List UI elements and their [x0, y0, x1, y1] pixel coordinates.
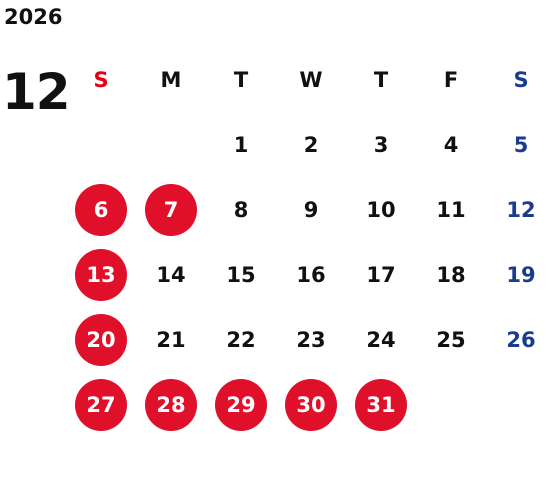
weekday-header: W — [299, 68, 323, 92]
weekday-header: T — [233, 68, 249, 92]
day-number: 23 — [296, 327, 326, 352]
day-cell — [66, 112, 136, 177]
day-cell[interactable]: 12 — [486, 177, 548, 242]
holiday-day-number: 31 — [355, 378, 407, 431]
day-cell[interactable]: 10 — [346, 177, 416, 242]
day-number: 17 — [366, 262, 396, 287]
day-cell[interactable]: 6 — [66, 177, 136, 242]
day-cell[interactable]: 16 — [276, 242, 346, 307]
holiday-day-number: 13 — [75, 248, 127, 301]
day-number: 22 — [226, 327, 256, 352]
day-cell[interactable]: 28 — [136, 372, 206, 437]
day-number: 14 — [156, 262, 186, 287]
holiday-day-number: 27 — [75, 378, 127, 431]
day-cell — [486, 372, 548, 437]
day-cell[interactable]: 1 — [206, 112, 276, 177]
day-number: 24 — [366, 327, 396, 352]
day-cell[interactable]: 19 — [486, 242, 548, 307]
day-cell[interactable]: 3 — [346, 112, 416, 177]
day-cell[interactable]: 24 — [346, 307, 416, 372]
day-number: 26 — [506, 327, 536, 352]
day-number: 5 — [513, 132, 529, 157]
day-cell[interactable]: 27 — [66, 372, 136, 437]
calendar-grid: S M T W T F S 1 2 3 4 5 6 7 8 9 10 11 12 13 14 15 16 17 18 19 20 21… — [66, 50, 548, 437]
weekday-header: S — [93, 68, 109, 92]
weekday-header: M — [160, 68, 182, 92]
holiday-day-number: 6 — [75, 183, 127, 236]
day-number: 9 — [303, 197, 319, 222]
day-cell[interactable]: 26 — [486, 307, 548, 372]
day-number: 10 — [366, 197, 396, 222]
day-cell[interactable]: 29 — [206, 372, 276, 437]
day-number: 18 — [436, 262, 466, 287]
day-cell[interactable]: 17 — [346, 242, 416, 307]
day-cell[interactable]: 9 — [276, 177, 346, 242]
day-cell[interactable]: 2 — [276, 112, 346, 177]
day-number: 4 — [443, 132, 459, 157]
day-cell[interactable]: 7 — [136, 177, 206, 242]
day-number: 2 — [303, 132, 319, 157]
day-cell[interactable]: 30 — [276, 372, 346, 437]
day-cell[interactable]: 11 — [416, 177, 486, 242]
day-cell[interactable]: 13 — [66, 242, 136, 307]
day-cell[interactable]: 31 — [346, 372, 416, 437]
day-number: 3 — [373, 132, 389, 157]
day-number: 21 — [156, 327, 186, 352]
weekday-header: S — [513, 68, 529, 92]
holiday-day-number: 7 — [145, 183, 197, 236]
day-cell[interactable]: 18 — [416, 242, 486, 307]
day-cell — [416, 372, 486, 437]
holiday-day-number: 28 — [145, 378, 197, 431]
day-cell[interactable]: 21 — [136, 307, 206, 372]
holiday-day-number: 30 — [285, 378, 337, 431]
day-number: 11 — [436, 197, 466, 222]
weekday-header: T — [373, 68, 389, 92]
day-number: 25 — [436, 327, 466, 352]
day-cell[interactable]: 4 — [416, 112, 486, 177]
day-cell[interactable]: 23 — [276, 307, 346, 372]
day-cell[interactable]: 20 — [66, 307, 136, 372]
holiday-day-number: 20 — [75, 313, 127, 366]
day-cell — [136, 112, 206, 177]
day-number: 15 — [226, 262, 256, 287]
day-number: 16 — [296, 262, 326, 287]
day-cell[interactable]: 8 — [206, 177, 276, 242]
day-cell[interactable]: 15 — [206, 242, 276, 307]
holiday-day-number: 29 — [215, 378, 267, 431]
day-number: 12 — [506, 197, 536, 222]
day-cell[interactable]: 25 — [416, 307, 486, 372]
day-cell[interactable]: 14 — [136, 242, 206, 307]
day-number: 19 — [506, 262, 536, 287]
day-number: 1 — [233, 132, 249, 157]
weekday-header: F — [443, 68, 459, 92]
day-number: 8 — [233, 197, 249, 222]
day-cell[interactable]: 5 — [486, 112, 548, 177]
day-cell[interactable]: 22 — [206, 307, 276, 372]
year-label: 2026 — [4, 5, 63, 29]
month-number: 12 — [2, 63, 71, 121]
